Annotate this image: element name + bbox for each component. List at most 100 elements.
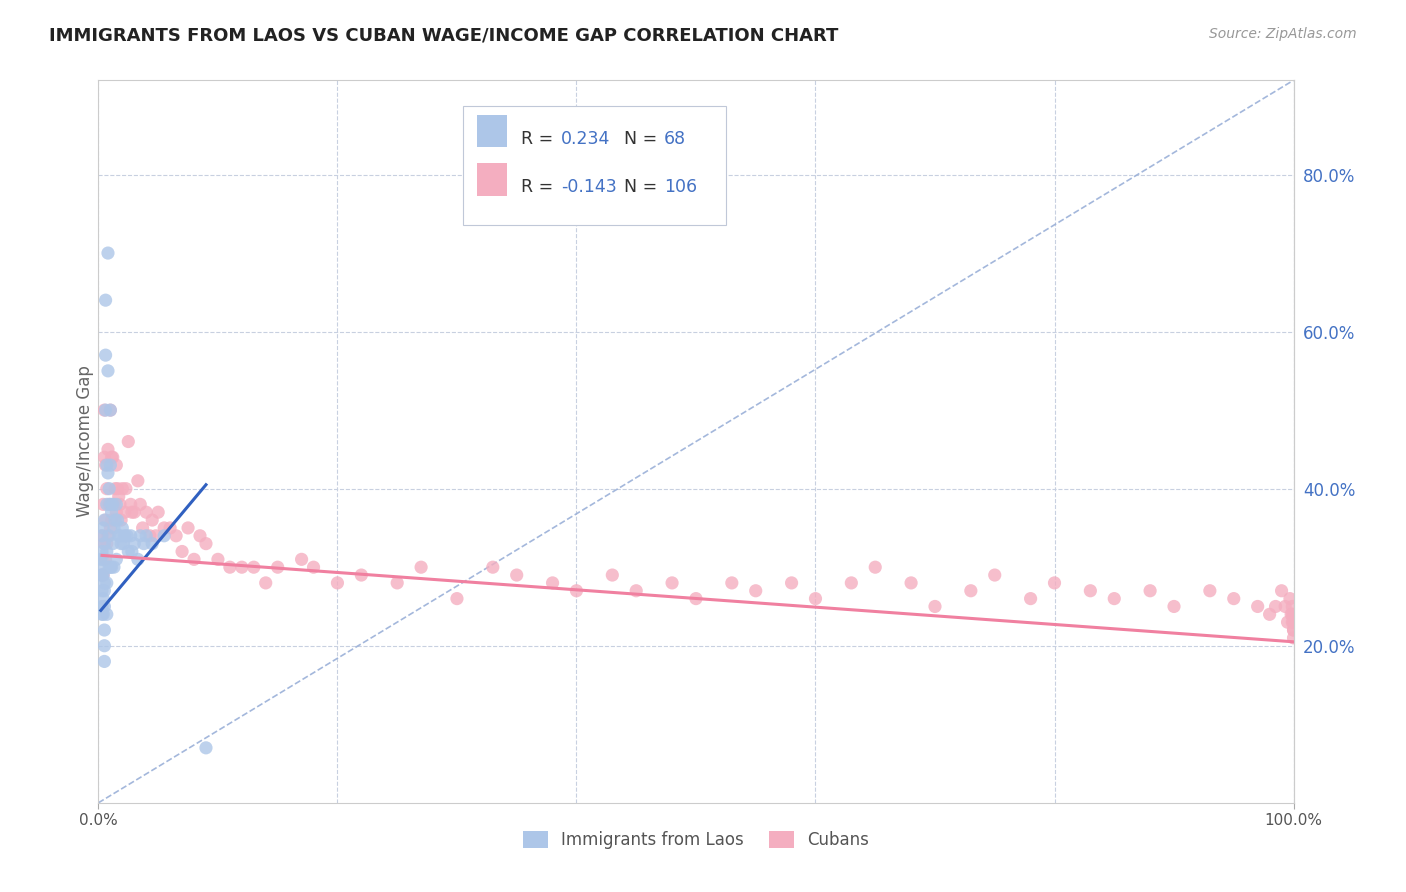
Point (96, 544, 118, 558)
Point (98, 560, 122, 574)
Point (98, 482, 121, 496)
Point (446, 591, 468, 606)
Point (110, 536, 132, 550)
Point (165, 529, 187, 543)
Point (900, 575, 922, 590)
Point (117, 544, 139, 558)
Point (100, 513, 122, 527)
Point (101, 497, 124, 511)
Point (104, 482, 127, 496)
Point (93, 536, 115, 550)
Point (804, 591, 827, 606)
Point (97, 442, 120, 457)
Point (91, 544, 114, 558)
Point (91, 583, 114, 598)
Point (1264, 599, 1286, 614)
Point (97, 529, 120, 543)
Point (115, 482, 138, 496)
Text: N =: N = (624, 178, 664, 196)
Point (98, 458, 122, 472)
Text: 0.234: 0.234 (561, 130, 610, 148)
Point (98, 529, 121, 543)
Point (1139, 583, 1161, 598)
Point (1247, 599, 1270, 614)
Point (98, 497, 122, 511)
Point (90, 568, 112, 582)
Point (91, 568, 114, 582)
Point (1279, 607, 1302, 622)
Point (350, 568, 373, 582)
Point (135, 505, 157, 519)
Point (96, 458, 118, 472)
Point (1271, 583, 1294, 598)
Point (780, 575, 803, 590)
Point (98, 403, 122, 417)
Point (105, 497, 128, 511)
Point (103, 521, 125, 535)
Point (153, 529, 176, 543)
Point (121, 544, 143, 558)
Point (94, 513, 117, 527)
Point (93, 450, 115, 465)
Point (124, 536, 146, 550)
Text: R =: R = (522, 130, 560, 148)
Point (541, 575, 564, 590)
Text: 106: 106 (664, 178, 697, 196)
Point (1282, 607, 1305, 622)
Point (97, 466, 120, 480)
Point (108, 497, 131, 511)
Text: N =: N = (624, 130, 664, 148)
Point (129, 529, 152, 543)
Point (107, 513, 129, 527)
Point (135, 529, 157, 543)
Point (1274, 599, 1296, 614)
Point (231, 560, 253, 574)
Point (93, 513, 115, 527)
Point (98, 403, 122, 417)
Point (100, 560, 122, 574)
Point (93, 560, 115, 574)
Point (91, 521, 114, 535)
Point (96, 607, 118, 622)
Point (721, 575, 744, 590)
Point (91, 552, 114, 566)
Point (481, 560, 505, 574)
Point (107, 482, 129, 496)
Point (127, 474, 149, 488)
Point (243, 560, 266, 574)
Point (105, 505, 128, 519)
Point (107, 490, 129, 504)
Point (506, 568, 529, 582)
Point (93, 639, 115, 653)
Point (111, 521, 134, 535)
Point (159, 521, 181, 535)
Point (1199, 583, 1222, 598)
Point (865, 560, 887, 574)
Point (93, 599, 115, 614)
Point (183, 552, 205, 566)
Point (94, 403, 117, 417)
Point (984, 568, 1007, 582)
Point (90, 552, 112, 566)
Point (1278, 591, 1301, 606)
Point (626, 583, 648, 598)
Point (745, 583, 768, 598)
Point (93, 403, 115, 417)
Point (127, 552, 149, 566)
Point (411, 560, 433, 574)
Point (195, 536, 218, 550)
Point (1019, 591, 1042, 606)
Point (94, 348, 117, 362)
Point (111, 482, 134, 496)
Point (1277, 615, 1299, 630)
Point (117, 434, 139, 449)
Point (385, 575, 409, 590)
Point (93, 623, 115, 637)
Point (98, 560, 121, 574)
Point (100, 450, 122, 465)
Point (94, 293, 117, 308)
Point (115, 529, 138, 543)
Point (91, 568, 114, 582)
Point (148, 505, 170, 519)
Point (326, 575, 349, 590)
